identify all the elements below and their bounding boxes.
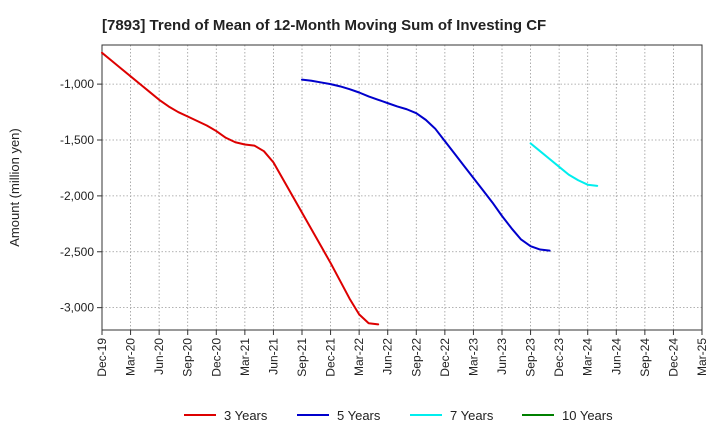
x-tick-label: Dec-19: [95, 338, 109, 377]
x-tick-label: Mar-24: [581, 338, 595, 376]
x-tick-label: Jun-21: [266, 338, 280, 375]
x-tick-label: Jun-22: [381, 338, 395, 375]
x-tick-label: Dec-23: [552, 338, 566, 377]
x-tick-label: Mar-25: [695, 338, 709, 376]
x-tick-label: Sep-23: [524, 338, 538, 377]
x-tick-label: Mar-22: [352, 338, 366, 376]
chart-title: [7893] Trend of Mean of 12-Month Moving …: [102, 17, 546, 34]
legend-label-5-years: 5 Years: [337, 408, 381, 423]
y-axis: -1,000 -1,500 -2,000 -2,500 -3,000: [60, 77, 102, 315]
x-tick-label: Dec-20: [209, 338, 223, 377]
legend: 3 Years 5 Years 7 Years 10 Years: [184, 408, 613, 423]
plot-area: [101, 44, 703, 331]
x-axis: Dec-19 Mar-20 Jun-20 Sep-20 Dec-20 Mar-21 Jun-…: [95, 330, 709, 377]
series-line-7-years: [529, 142, 599, 187]
x-tick-label: Sep-21: [295, 338, 309, 377]
series-line-5-years: [301, 78, 551, 252]
x-tick-label: Dec-21: [324, 338, 338, 377]
y-tick-label: -1,500: [60, 133, 94, 147]
x-tick-label: Sep-22: [409, 338, 423, 377]
x-tick-label: Jun-24: [609, 338, 623, 375]
x-tick-label: Sep-20: [181, 338, 195, 377]
series-lines: [101, 51, 599, 326]
legend-label-10-years: 10 Years: [562, 408, 613, 423]
series-line-3-years: [101, 51, 380, 326]
x-tick-label: Mar-20: [124, 338, 138, 376]
x-tick-label: Dec-24: [666, 338, 680, 377]
y-axis-label: Amount (million yen): [7, 128, 22, 247]
x-tick-label: Sep-24: [638, 338, 652, 377]
y-tick-label: -2,000: [60, 189, 94, 203]
legend-label-7-years: 7 Years: [450, 408, 494, 423]
x-tick-label: Jun-20: [152, 338, 166, 375]
x-tick-label: Mar-21: [238, 338, 252, 376]
y-tick-label: -3,000: [60, 301, 94, 315]
y-tick-label: -2,500: [60, 245, 94, 259]
legend-label-3-years: 3 Years: [224, 408, 268, 423]
x-tick-label: Jun-23: [495, 338, 509, 375]
x-tick-label: Dec-22: [438, 338, 452, 377]
y-tick-label: -1,000: [60, 77, 94, 91]
x-tick-label: Mar-23: [466, 338, 480, 376]
